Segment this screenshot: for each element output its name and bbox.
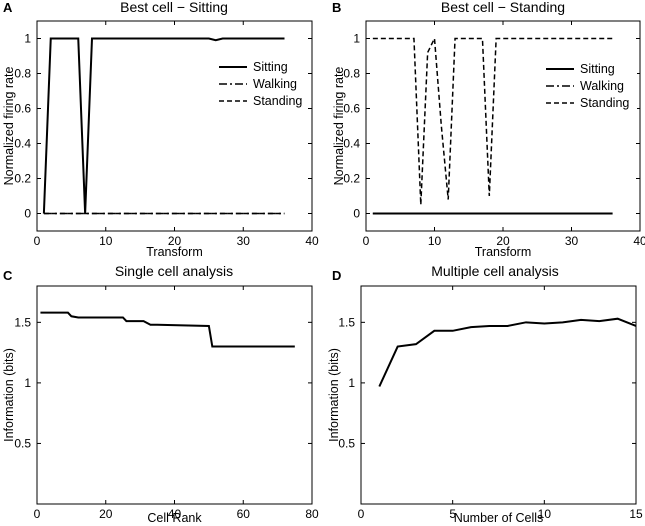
- panel-d-y-tick-label: 0.5: [338, 436, 355, 450]
- panel-d-x-tick-label: 5: [449, 507, 456, 521]
- panel-c-title: Single cell analysis: [115, 263, 233, 279]
- panel-d-y-tick-label: 1: [348, 376, 355, 390]
- panel-d-series-information-line: [378, 317, 637, 387]
- panel-b-y-tick-label: 0.4: [343, 137, 360, 151]
- panel-c-x-tick-label: 40: [168, 507, 182, 521]
- panel-c-x-axis-label: Cell Rank: [147, 511, 202, 525]
- panel-b-legend-walking-label: Walking: [580, 79, 624, 93]
- panel-d-x-tick-label: 10: [538, 507, 552, 521]
- panel-a-title: Best cell − Sitting: [120, 0, 228, 15]
- panel-c-plot: 0 20 40 60 80 0.5 1 1.5 Cell Rank Information (bi…: [2, 285, 319, 525]
- panel-c: C Single cell analysis 0 20 40 60 80 0.5 1 1.5 C…: [2, 263, 319, 525]
- panel-b-y-axis-label: Normalized firing rate: [332, 67, 346, 186]
- panel-d-x-tick-label: 15: [629, 507, 643, 521]
- panel-d: D Multiple cell analysis 0 5 10 15 0.5 1 1.5 Nu…: [327, 263, 643, 525]
- panel-c-series-information-line: [40, 311, 295, 348]
- panel-b-title: Best cell − Standing: [441, 0, 565, 15]
- panel-b-legend: Sitting Walking Standing: [542, 57, 637, 111]
- panel-b-x-tick-label: 10: [428, 234, 442, 248]
- panel-a-legend-sitting-label: Sitting: [253, 60, 288, 74]
- panel-b-y-tick-label: 0: [353, 207, 360, 221]
- panel-a-y-tick-label: 0.4: [14, 137, 31, 151]
- panel-a: A Best cell − Sitting 0 10 20 30 40 0 0.2 0.4 0.…: [2, 0, 319, 259]
- panel-c-x-tick-label: 60: [237, 507, 251, 521]
- panel-a-letter: A: [3, 0, 13, 15]
- panel-c-x-tick-label: 0: [34, 507, 41, 521]
- panel-d-y-tick-label: 1.5: [338, 315, 355, 329]
- panel-b-y-tick-label: 0.8: [343, 67, 360, 81]
- panel-a-x-tick-label: 10: [99, 234, 113, 248]
- panel-b-legend-sitting-label: Sitting: [580, 62, 615, 76]
- panel-c-y-axis-label: Information (bits): [2, 348, 16, 442]
- panel-b-legend-box: [542, 57, 637, 111]
- panel-b-plot: 0 10 20 30 40 0 0.2 0.4 0.6 0.8 1 Transform Normaliz…: [332, 20, 645, 259]
- panel-a-x-axis-label: Transform: [146, 245, 203, 259]
- panel-a-y-axis-label: Normalized firing rate: [2, 67, 16, 186]
- panel-d-x-tick-label: 0: [358, 507, 365, 521]
- panel-b-letter: B: [332, 0, 341, 15]
- panel-b-y-tick-label: 1: [353, 32, 360, 46]
- panel-c-y-tick-label: 0.5: [14, 436, 31, 450]
- panel-b-legend-standing-label: Standing: [580, 96, 629, 110]
- panel-b-x-tick-label: 20: [496, 234, 510, 248]
- panel-a-x-tick-label: 20: [168, 234, 182, 248]
- panel-b-y-tick-label: 0.2: [343, 172, 360, 186]
- panel-a-y-tick-label: 0.2: [14, 172, 31, 186]
- panel-a-y-tick-label: 0.8: [14, 67, 31, 81]
- panel-a-legend-walking-label: Walking: [253, 77, 297, 91]
- panel-c-x-tick-label: 20: [99, 507, 113, 521]
- panel-b-series-standing-line: [372, 35, 613, 205]
- panel-a-x-tick-label: 30: [237, 234, 251, 248]
- panel-a-plot: 0 10 20 30 40 0 0.2 0.4 0.6 0.8 1 Transform Normaliz…: [2, 20, 319, 259]
- panel-d-y-axis-label: Information (bits): [327, 348, 341, 442]
- panel-a-x-tick-label: 40: [305, 234, 319, 248]
- panel-c-x-tick-label: 80: [305, 507, 319, 521]
- panel-d-title: Multiple cell analysis: [431, 263, 559, 279]
- panel-c-y-tick-label: 1.5: [14, 315, 31, 329]
- panel-d-x-axis-label: Number of Cells: [454, 511, 544, 525]
- panel-a-series-sitting-line: [42, 37, 285, 214]
- panel-c-letter: C: [3, 268, 13, 283]
- panel-b-x-tick-label: 30: [565, 234, 579, 248]
- panel-d-plot: 0 5 10 15 0.5 1 1.5 Number of Cells Information …: [327, 285, 643, 525]
- panel-b-y-tick-label: 0.6: [343, 102, 360, 116]
- panel-d-letter: D: [332, 268, 341, 283]
- panel-a-x-tick-label: 0: [34, 234, 41, 248]
- panel-a-y-tick-label: 1: [24, 32, 31, 46]
- panel-c-y-tick-label: 1: [24, 376, 31, 390]
- panel-b-x-tick-label: 0: [363, 234, 370, 248]
- panel-b-x-tick-label: 40: [633, 234, 645, 248]
- panel-b: B Best cell − Standing 0 10 20 30 4000.20.40…: [332, 0, 645, 259]
- panel-a-legend-standing-label: Standing: [253, 94, 302, 108]
- panel-a-legend: Sitting Walking Standing: [215, 57, 305, 111]
- panel-a-y-tick-label: 0: [24, 207, 31, 221]
- panel-a-y-tick-label: 0.6: [14, 102, 31, 116]
- panel-b-x-axis-label: Transform: [475, 245, 532, 259]
- panel-d-axes-frame: [360, 285, 637, 505]
